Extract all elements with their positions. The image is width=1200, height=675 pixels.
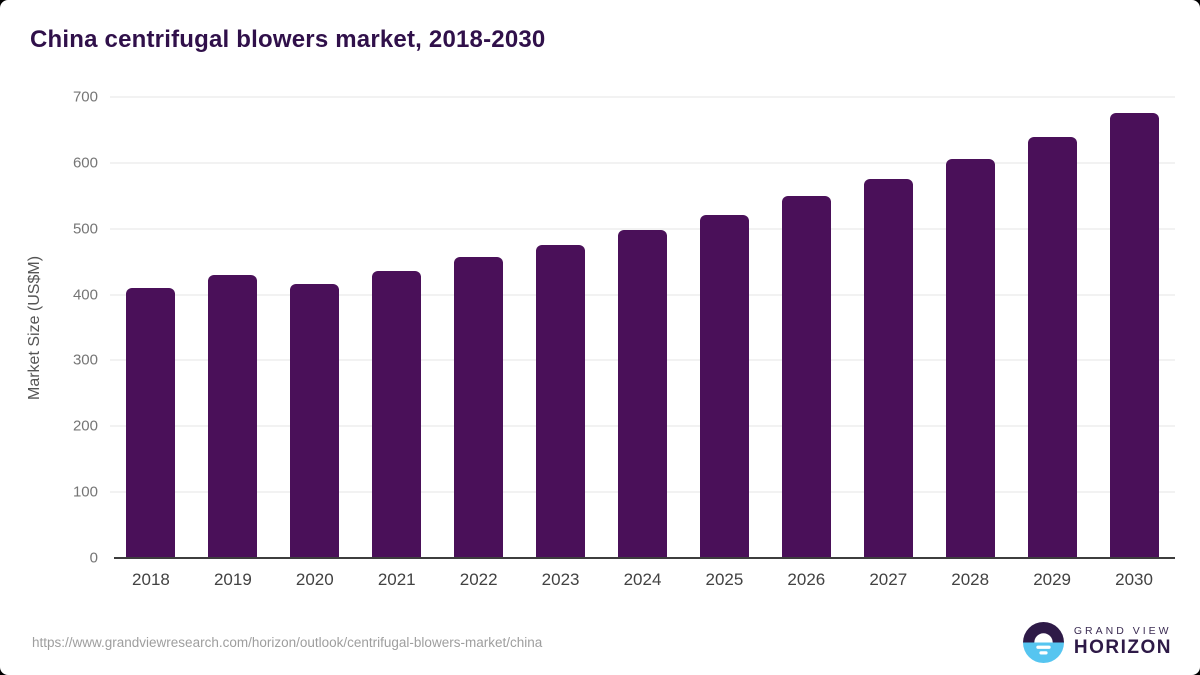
- bar-2028: [945, 158, 995, 558]
- source-url: https://www.grandviewresearch.com/horizo…: [32, 635, 543, 650]
- x-tick-label-2023: 2023: [541, 570, 580, 589]
- bars-row: [110, 97, 1175, 558]
- footer: https://www.grandviewresearch.com/horizo…: [32, 622, 1172, 663]
- gridline-600: [110, 162, 1175, 164]
- x-tick-label-2026: 2026: [787, 570, 826, 589]
- bar-2020: [290, 284, 340, 558]
- chart-title: China centrifugal blowers market, 2018-2…: [30, 26, 546, 53]
- bar-slot-2029: [1011, 97, 1093, 558]
- bar-slot-2030: [1093, 97, 1175, 558]
- bar-slot-2018: [110, 97, 192, 558]
- y-tick-label-400: 400: [72, 286, 98, 304]
- plot-area: 0 100 200 300 400 500 600 700: [73, 89, 1175, 567]
- x-tick-label-2021: 2021: [377, 570, 416, 589]
- x-tick-label-2029: 2029: [1033, 570, 1072, 589]
- bar-2021: [372, 270, 422, 558]
- bar-2018: [126, 288, 176, 558]
- y-tick-label-300: 300: [72, 351, 98, 369]
- logo-grand-view: GRAND VIEW: [1073, 625, 1172, 638]
- gridline-500: [110, 228, 1175, 230]
- bar-slot-2026: [765, 97, 847, 558]
- bar-slot-2024: [602, 97, 684, 558]
- y-tick-label-600: 600: [72, 154, 98, 172]
- bar-slot-2025: [683, 97, 765, 558]
- y-axis-title: Market Size (US$M): [26, 255, 43, 400]
- bar-slot-2028: [929, 97, 1011, 558]
- bar-2027: [863, 179, 913, 558]
- x-axis-labels: 2018 2019 2020 2021 2022 2023 2024 2025 2026 2027…: [110, 570, 1175, 590]
- bar-2029: [1027, 136, 1077, 558]
- grand-view-horizon-logo: GRAND VIEW HORIZON: [1022, 622, 1172, 663]
- bar-slot-2022: [438, 97, 520, 558]
- sunrise-horizon-icon: [1022, 622, 1064, 663]
- bar-2030: [1109, 113, 1159, 558]
- bar-2024: [617, 230, 667, 558]
- x-tick-label-2025: 2025: [705, 570, 744, 589]
- bar-slot-2021: [356, 97, 438, 558]
- x-tick-label-2028: 2028: [951, 570, 990, 589]
- bar-slot-2020: [274, 97, 356, 558]
- bar-2025: [699, 214, 749, 558]
- bar-2022: [454, 257, 504, 558]
- x-tick-label-2030: 2030: [1115, 570, 1153, 589]
- y-tick-label-0: 0: [89, 549, 98, 567]
- logo-text: GRAND VIEW HORIZON: [1074, 626, 1172, 658]
- x-tick-label-2019: 2019: [213, 570, 252, 589]
- x-tick-label-2027: 2027: [869, 570, 908, 589]
- x-tick-label-2018: 2018: [132, 570, 170, 589]
- bar-slot-2027: [847, 97, 929, 558]
- bar-2026: [781, 196, 831, 558]
- y-tick-label-500: 500: [72, 220, 98, 238]
- x-tick-label-2020: 2020: [295, 570, 334, 589]
- y-tick-label-700: 700: [72, 88, 98, 106]
- bar-2019: [208, 274, 258, 558]
- bar-slot-2023: [520, 97, 602, 558]
- x-tick-label-2024: 2024: [623, 570, 662, 589]
- bar-slot-2019: [192, 97, 274, 558]
- gridline-700: [110, 96, 1175, 98]
- bar-2023: [536, 244, 586, 558]
- y-tick-label-200: 200: [72, 417, 98, 435]
- logo-horizon: HORIZON: [1073, 636, 1172, 658]
- x-axis-line: [114, 557, 1175, 559]
- x-tick-label-2022: 2022: [459, 570, 498, 589]
- y-tick-label-100: 100: [72, 483, 98, 501]
